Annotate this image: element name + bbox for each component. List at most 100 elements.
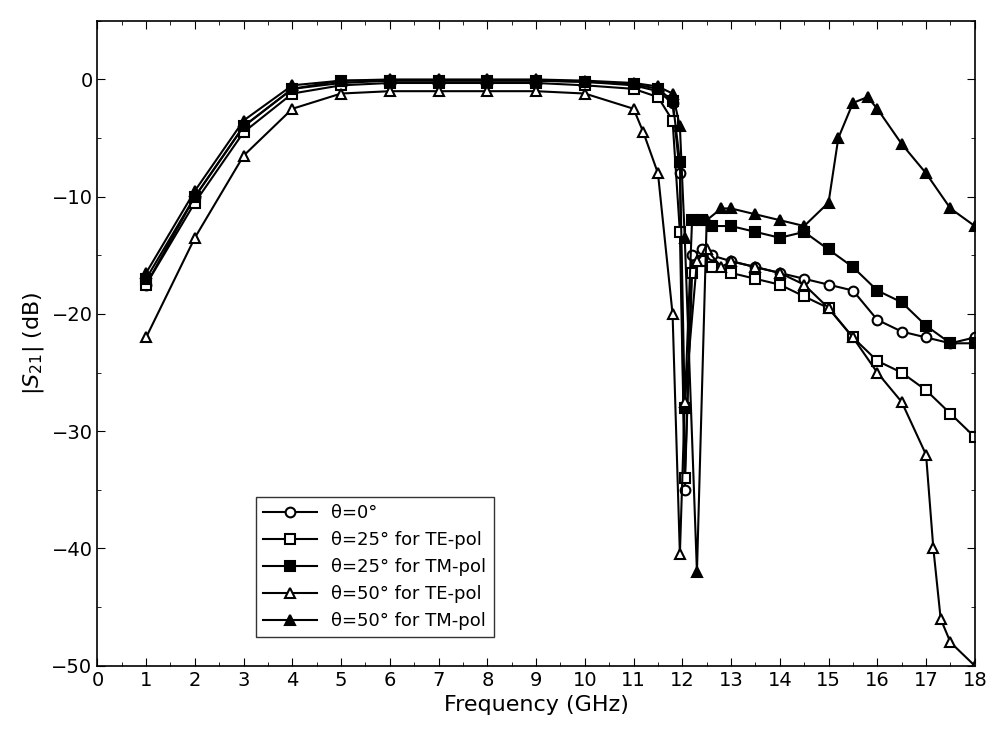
θ=25° for TE-pol [188,198,201,207]
Line: θ=0°: θ=0° [141,76,980,495]
θ=50° for TM-pol [673,122,685,131]
θ=50° for TM-pol [944,204,957,213]
θ=25° for TM-pol [530,77,542,85]
θ=50° for TE-pol [896,397,908,406]
θ=0° [871,316,883,325]
θ=25° for TM-pol [725,222,737,230]
θ=0° [579,77,591,86]
θ=25° for TE-pol [530,79,542,88]
θ=0° [652,87,664,96]
θ=25° for TM-pol [286,85,298,93]
θ=25° for TE-pol [238,128,250,137]
θ=25° for TE-pol [652,93,664,102]
Line: θ=25° for TE-pol: θ=25° for TE-pol [141,78,980,483]
θ=0° [823,280,835,289]
θ=50° for TM-pol [862,93,874,102]
θ=25° for TE-pol [481,79,493,88]
θ=50° for TE-pol [637,128,649,137]
Y-axis label: $|S_{21}|$ (dB): $|S_{21}|$ (dB) [21,291,45,395]
θ=50° for TE-pol [701,245,713,254]
θ=0° [666,99,678,107]
θ=25° for TM-pol [823,245,835,254]
θ=50° for TM-pol [652,82,664,91]
θ=25° for TM-pol [666,96,678,105]
θ=25° for TE-pol [140,280,152,289]
Line: θ=25° for TM-pol: θ=25° for TM-pol [141,76,980,413]
θ=50° for TM-pol [678,233,690,242]
θ=50° for TE-pol [774,269,786,277]
θ=25° for TM-pol [628,79,640,88]
θ=50° for TE-pol [934,615,947,623]
θ=25° for TM-pol [696,216,708,224]
θ=0° [673,169,685,177]
θ=0° [847,286,859,295]
θ=25° for TM-pol [188,192,201,201]
θ=50° for TM-pol [896,140,908,149]
θ=50° for TE-pol [481,87,493,96]
θ=50° for TM-pol [432,75,445,84]
θ=50° for TM-pol [530,75,542,84]
θ=50° for TM-pol [666,89,678,98]
θ=50° for TM-pol [871,105,883,113]
θ=25° for TM-pol [652,85,664,93]
θ=50° for TE-pol [725,257,737,266]
θ=25° for TE-pol [335,81,347,90]
θ=0° [286,85,298,93]
θ=25° for TM-pol [749,227,761,236]
θ=25° for TE-pol [969,433,981,442]
θ=50° for TM-pol [481,75,493,84]
θ=25° for TE-pol [749,275,761,283]
θ=25° for TE-pol [774,280,786,289]
θ=50° for TM-pol [774,216,786,224]
θ=25° for TE-pol [896,368,908,377]
θ=50° for TM-pol [920,169,932,177]
θ=0° [530,77,542,85]
θ=50° for TE-pol [666,310,678,319]
θ=0° [686,251,699,260]
θ=25° for TM-pol [798,227,810,236]
θ=50° for TM-pol [384,75,396,84]
θ=25° for TE-pol [706,263,718,272]
θ=25° for TM-pol [774,233,786,242]
θ=50° for TM-pol [798,222,810,230]
θ=50° for TE-pol [716,263,728,272]
θ=0° [384,77,396,85]
θ=25° for TM-pol [871,286,883,295]
θ=50° for TE-pol [286,105,298,113]
θ=25° for TM-pol [847,263,859,272]
θ=50° for TE-pol [690,257,703,266]
θ=0° [774,269,786,277]
θ=25° for TM-pol [706,222,718,230]
θ=50° for TM-pol [749,210,761,219]
θ=0° [920,333,932,342]
θ=50° for TE-pol [384,87,396,96]
θ=50° for TM-pol [823,198,835,207]
θ=0° [678,486,690,495]
θ=25° for TM-pol [920,322,932,330]
θ=50° for TE-pol [673,550,685,559]
θ=25° for TE-pol [678,474,690,483]
θ=50° for TM-pol [716,204,728,213]
θ=25° for TE-pol [696,257,708,266]
θ=50° for TE-pol [530,87,542,96]
θ=25° for TE-pol [823,304,835,313]
θ=50° for TE-pol [798,280,810,289]
θ=50° for TM-pol [847,99,859,107]
θ=0° [481,77,493,85]
θ=25° for TE-pol [871,356,883,365]
θ=50° for TM-pol [286,81,298,90]
θ=25° for TE-pol [666,116,678,125]
θ=25° for TE-pol [628,85,640,93]
θ=50° for TE-pol [579,89,591,98]
θ=0° [188,192,201,201]
θ=0° [706,251,718,260]
θ=50° for TE-pol [335,89,347,98]
Line: θ=50° for TE-pol: θ=50° for TE-pol [141,86,980,670]
θ=25° for TE-pol [673,227,685,236]
θ=25° for TM-pol [481,77,493,85]
θ=50° for TE-pol [749,263,761,272]
θ=0° [335,79,347,88]
θ=50° for TM-pol [725,204,737,213]
Legend: θ=0°, θ=25° for TE-pol, θ=25° for TM-pol, θ=50° for TE-pol, θ=50° for TM-pol: θ=0°, θ=25° for TE-pol, θ=25° for TM-pol… [256,497,494,637]
θ=50° for TE-pol [927,544,939,553]
